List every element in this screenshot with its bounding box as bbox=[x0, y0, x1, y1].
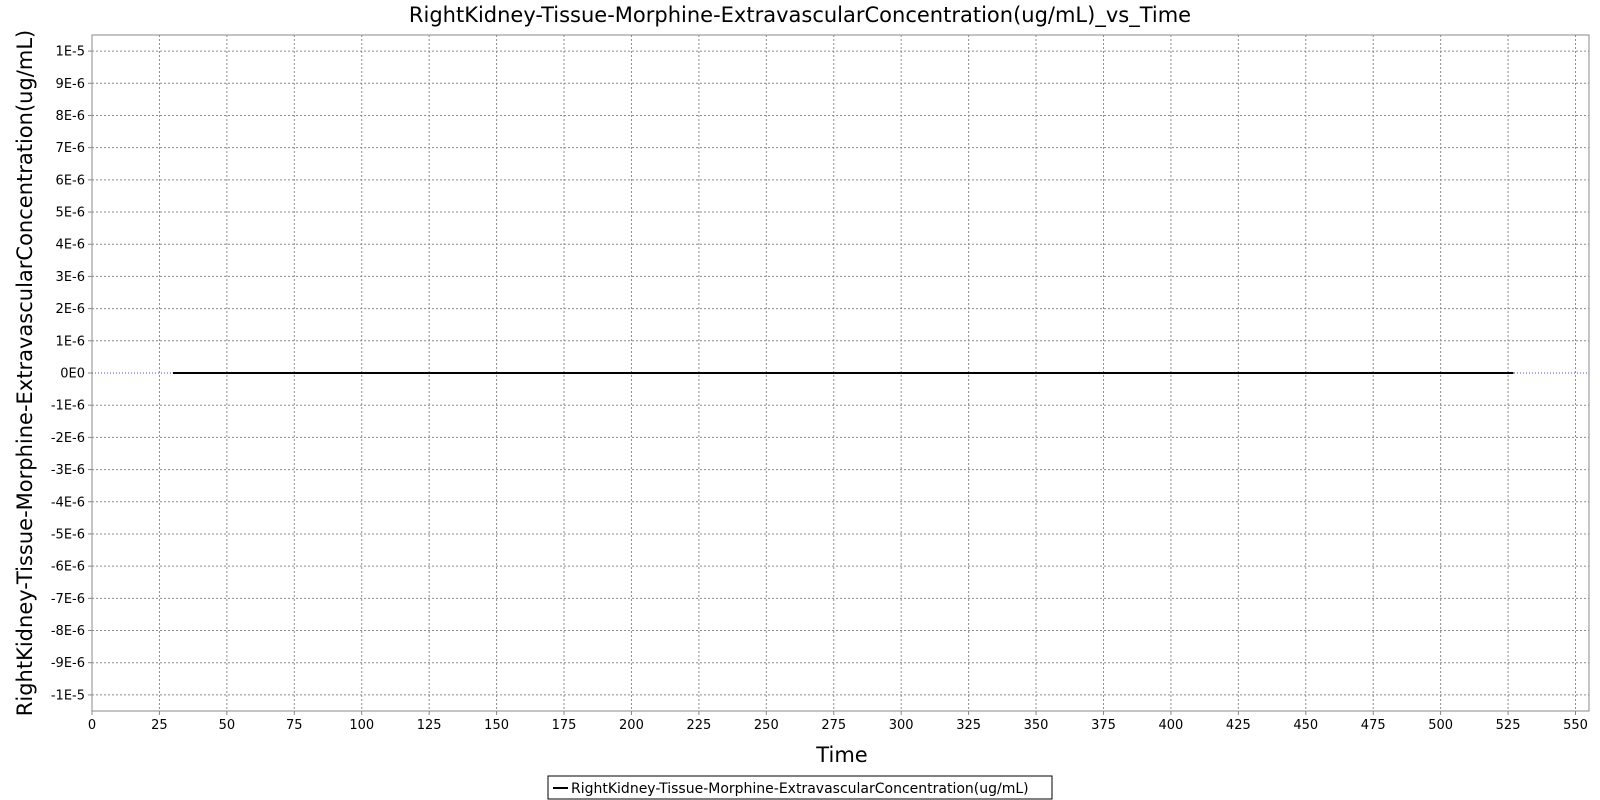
x-tick-label: 200 bbox=[619, 718, 644, 733]
x-tick-label: 450 bbox=[1293, 718, 1318, 733]
x-tick-label: 0 bbox=[88, 718, 96, 733]
y-tick-label: 3E-6 bbox=[56, 270, 85, 285]
y-tick-label: -3E-6 bbox=[51, 463, 85, 478]
x-tick-label: 500 bbox=[1428, 718, 1453, 733]
y-axis-ticks: 1E-5 9E-6 8E-6 7E-6 6E-6 5E-6 4E-6 3E-6 2E-6 1E-6… bbox=[51, 45, 92, 703]
x-tick-label: 75 bbox=[286, 718, 303, 733]
x-tick-label: 150 bbox=[484, 718, 509, 733]
y-tick-label: -4E-6 bbox=[51, 495, 85, 510]
y-tick-label: 4E-6 bbox=[56, 238, 85, 253]
y-tick-label: 2E-6 bbox=[56, 302, 85, 317]
x-tick-label: 175 bbox=[552, 718, 577, 733]
y-tick-label: -8E-6 bbox=[51, 624, 85, 639]
y-axis-label: RightKidney-Tissue-Morphine-Extravascula… bbox=[13, 30, 37, 716]
x-tick-label: 50 bbox=[219, 718, 236, 733]
y-tick-label: 6E-6 bbox=[56, 173, 85, 188]
y-tick-label: 0E0 bbox=[60, 367, 85, 382]
y-tick-label: 5E-6 bbox=[56, 206, 85, 221]
y-tick-label: -9E-6 bbox=[51, 656, 85, 671]
legend-box bbox=[547, 775, 1053, 800]
x-tick-label: 550 bbox=[1563, 718, 1588, 733]
x-tick-label: 525 bbox=[1496, 718, 1521, 733]
legend: RightKidney-Tissue-Morphine-Extravascula… bbox=[547, 775, 1053, 800]
x-tick-label: 350 bbox=[1024, 718, 1049, 733]
y-tick-label: -6E-6 bbox=[51, 560, 85, 575]
x-tick-label: 125 bbox=[417, 718, 442, 733]
y-tick-label: 8E-6 bbox=[56, 109, 85, 124]
legend-entry: RightKidney-Tissue-Morphine-Extravascula… bbox=[571, 781, 1029, 797]
x-tick-label: 400 bbox=[1159, 718, 1184, 733]
x-axis-ticks: 0 25 50 75 100 125 150 175 200 225 250 275 300 325 350… bbox=[88, 711, 1588, 733]
x-tick-label: 250 bbox=[754, 718, 779, 733]
y-tick-label: -5E-6 bbox=[51, 527, 85, 542]
x-tick-label: 425 bbox=[1226, 718, 1251, 733]
x-tick-label: 325 bbox=[956, 718, 981, 733]
y-tick-label: 7E-6 bbox=[56, 141, 85, 156]
x-tick-label: 225 bbox=[686, 718, 711, 733]
x-tick-label: 100 bbox=[349, 718, 374, 733]
x-tick-label: 300 bbox=[889, 718, 914, 733]
y-tick-label: 1E-6 bbox=[56, 334, 85, 349]
x-tick-label: 475 bbox=[1361, 718, 1386, 733]
x-axis-label: Time bbox=[815, 743, 867, 767]
x-tick-label: 375 bbox=[1091, 718, 1116, 733]
chart-title: RightKidney-Tissue-Morphine-Extravascula… bbox=[409, 3, 1191, 28]
y-tick-label: -2E-6 bbox=[51, 431, 85, 446]
y-tick-label: 1E-5 bbox=[56, 45, 85, 60]
y-tick-label: -7E-6 bbox=[51, 592, 85, 607]
x-tick-label: 25 bbox=[151, 718, 168, 733]
y-tick-label: 9E-6 bbox=[56, 77, 85, 92]
y-tick-label: -1E-6 bbox=[51, 399, 85, 414]
y-tick-label: -1E-5 bbox=[51, 688, 85, 703]
x-tick-label: 275 bbox=[821, 718, 846, 733]
